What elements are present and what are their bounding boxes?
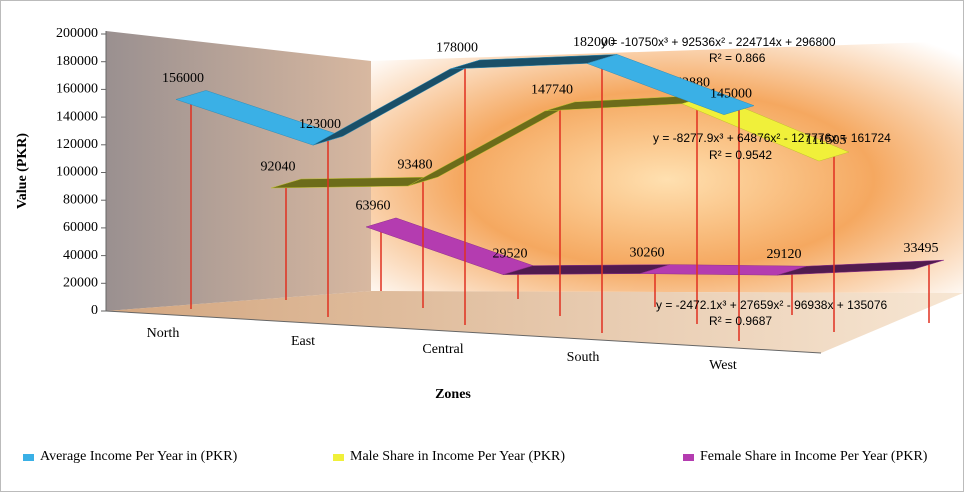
legend-item: Average Income Per Year in (PKR) xyxy=(23,449,333,465)
legend-item: Female Share in Income Per Year (PKR) xyxy=(683,449,943,465)
value-label: 178000 xyxy=(436,41,478,56)
legend-item: Male Share in Income Per Year (PKR) xyxy=(333,449,683,465)
x-tick-label: West xyxy=(709,358,737,373)
legend-swatch xyxy=(683,454,694,461)
legend-swatch xyxy=(23,454,34,461)
x-axis xyxy=(105,310,822,354)
value-label: 111505 xyxy=(806,133,847,148)
ribbon-segment xyxy=(586,54,755,115)
value-label: 182000 xyxy=(573,35,615,50)
y-tick-label: 140000 xyxy=(56,109,98,124)
value-label: 30260 xyxy=(630,245,665,260)
ribbon-segment xyxy=(776,259,945,276)
trendline-equation: R² = 0.9542 xyxy=(709,148,772,162)
x-tick-label: North xyxy=(147,326,180,341)
value-label: 156000 xyxy=(162,71,204,86)
y-tick-label: 200000 xyxy=(56,26,98,41)
chart: Value (PKR) Zones 0 20000 40000 60000 80000 1… xyxy=(15,26,963,402)
trendline-equation: R² = 0.866 xyxy=(709,51,766,65)
trendline-equation: y = -2472.1x³ + 27659x² - 96938x + 13507… xyxy=(656,298,887,312)
y-tick-label: 80000 xyxy=(63,192,98,207)
y-tick-label: 20000 xyxy=(63,276,98,291)
legend-label: Average Income Per Year in (PKR) xyxy=(40,449,238,464)
y-tick-label: 160000 xyxy=(56,82,98,97)
x-tick-label: East xyxy=(291,334,315,349)
y-axis-title: Value (PKR) xyxy=(15,133,30,209)
value-label: 63960 xyxy=(356,199,391,214)
value-label: 33495 xyxy=(904,241,939,256)
y-tick-label: 180000 xyxy=(56,54,98,69)
value-label: 29520 xyxy=(493,246,528,261)
value-label: 93480 xyxy=(398,158,433,173)
y-tick-label: 0 xyxy=(91,303,98,318)
trendline-equation: R² = 0.9687 xyxy=(709,314,772,328)
legend: Average Income Per Year in (PKR) Male Sha… xyxy=(23,449,953,465)
value-label: 29120 xyxy=(767,247,802,262)
y-tick-label: 120000 xyxy=(56,137,98,152)
legend-label: Female Share in Income Per Year (PKR) xyxy=(700,449,928,464)
trendline-equation: y = -10750x³ + 92536x² - 224714x + 29680… xyxy=(601,35,836,49)
y-tick-label: 40000 xyxy=(63,248,98,263)
value-label: 147740 xyxy=(531,83,573,98)
x-axis-title: Zones xyxy=(435,387,471,402)
trendline-equation: y = -8277.9x³ + 64876x² - 127776x + 1617… xyxy=(653,131,891,145)
y-tick-label: 60000 xyxy=(63,220,98,235)
value-label: 92040 xyxy=(261,160,296,175)
floor xyxy=(106,291,963,353)
x-tick-label: South xyxy=(567,350,600,365)
back-wall xyxy=(371,41,963,293)
legend-label: Male Share in Income Per Year (PKR) xyxy=(350,449,566,464)
x-tick-label: Central xyxy=(422,342,463,357)
y-tick-label: 100000 xyxy=(56,165,98,180)
side-wall xyxy=(106,31,371,311)
value-label: 145000 xyxy=(710,86,752,101)
legend-swatch xyxy=(333,454,344,461)
value-label: 123000 xyxy=(299,117,341,132)
